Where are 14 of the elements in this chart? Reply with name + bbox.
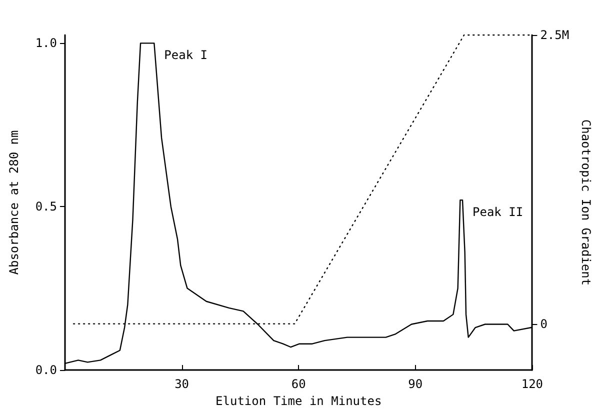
y-tick-label: 0.5 xyxy=(35,200,57,214)
x-tick-label: 120 xyxy=(521,377,544,391)
annotation: Peak II xyxy=(472,205,524,220)
y2-tick-label: 0 xyxy=(540,316,548,331)
y2-tick-label: 2.5M xyxy=(540,28,570,42)
y-tick-label: 0.0 xyxy=(35,363,57,377)
x-axis-title: Elution Time in Minutes xyxy=(216,394,382,408)
y2-axis-title: Chaotropic Ion Gradient xyxy=(579,119,593,286)
y-axis-title: Absorbance at 280 nm xyxy=(7,130,21,275)
x-tick-label: 60 xyxy=(291,377,306,391)
x-tick-label: 90 xyxy=(408,377,423,391)
annotation: Peak I xyxy=(164,48,208,62)
y-tick-label: 1.0 xyxy=(35,36,57,50)
x-tick-label: 30 xyxy=(174,377,190,391)
